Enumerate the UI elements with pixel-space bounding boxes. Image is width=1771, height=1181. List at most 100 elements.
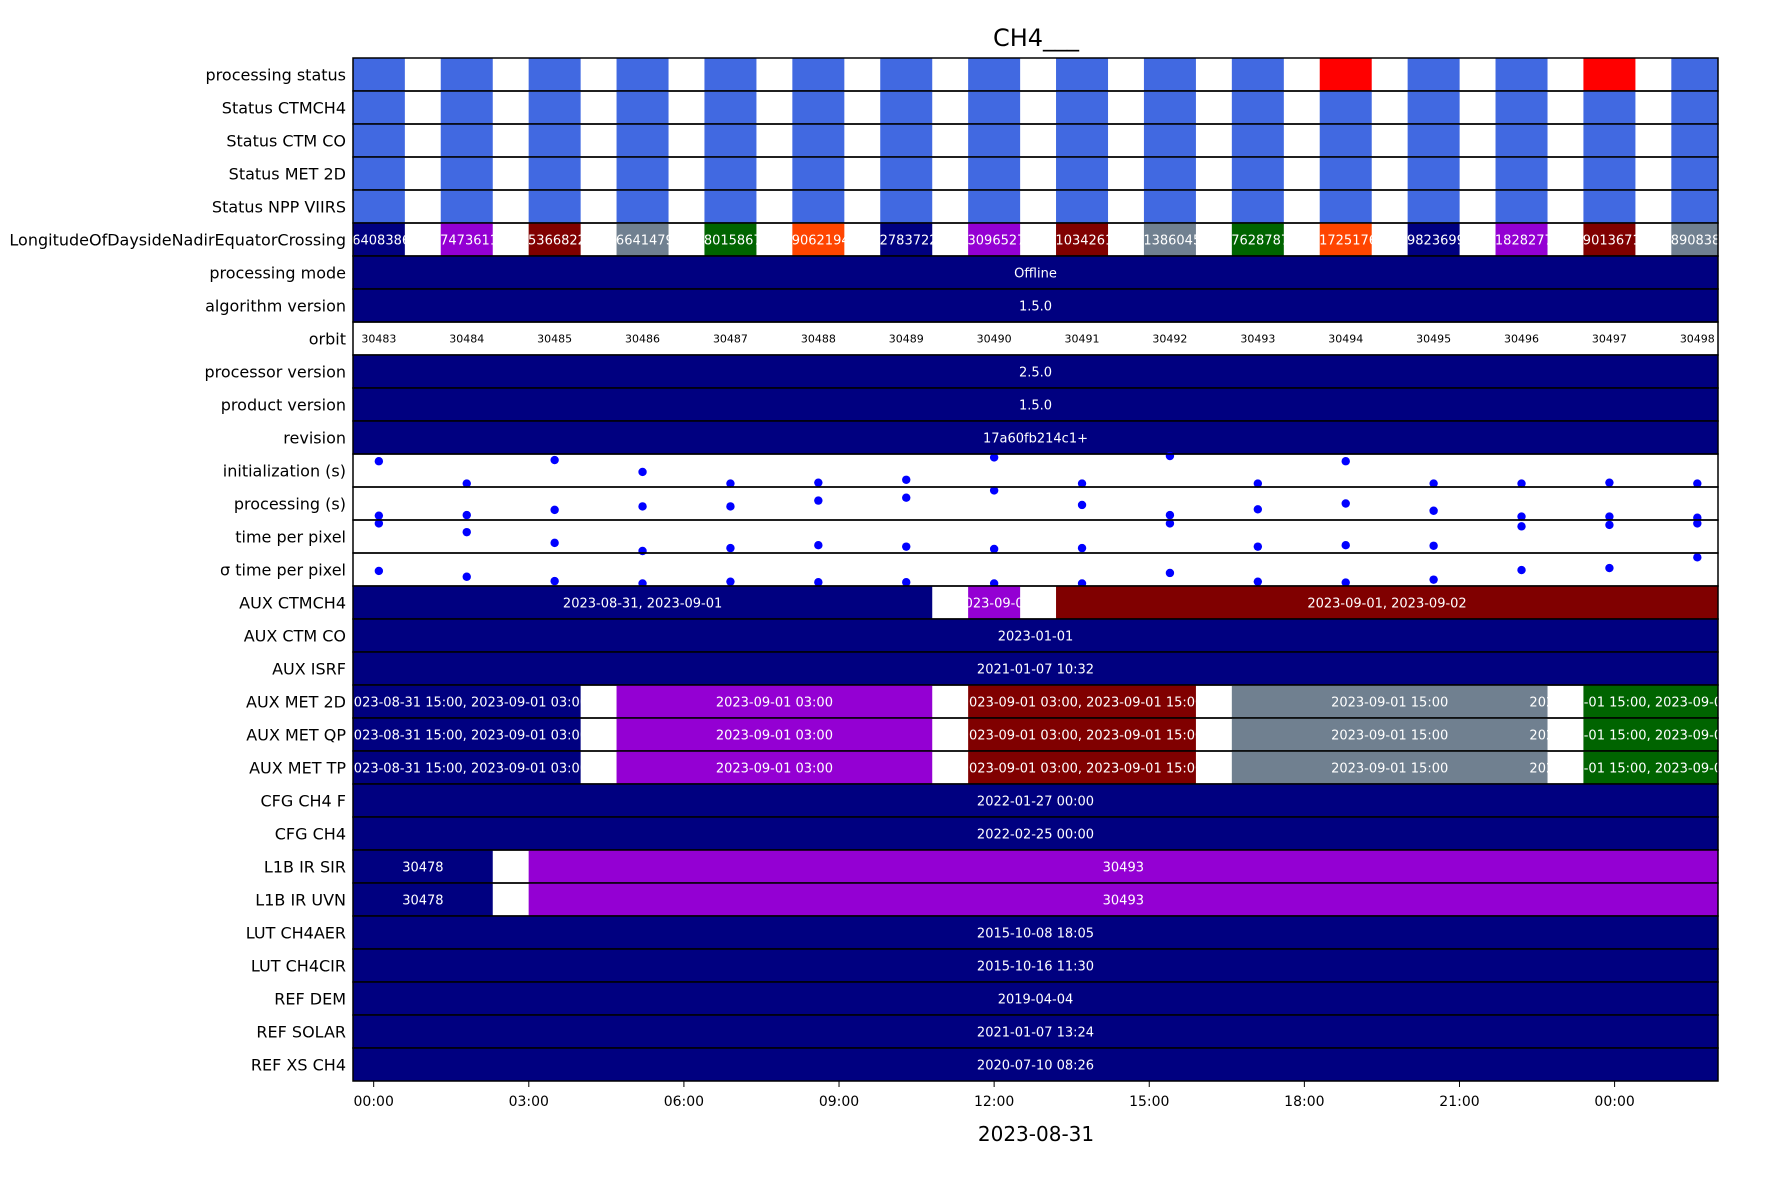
scatter-point (814, 541, 823, 550)
row-label: AUX MET 2D (246, 693, 346, 712)
row-status-met-2d: Status MET 2D (229, 156, 1719, 191)
span-value: 2021-01-07 13:24 (977, 1026, 1094, 1041)
span-value: 1.5.0 (1019, 399, 1052, 414)
orbit-number: 30490 (977, 333, 1012, 346)
row-initialization-s-: initialization (s) (223, 451, 1719, 488)
longitude-value: -1034261 (1051, 234, 1114, 249)
span-cell (968, 718, 1196, 751)
row-cfg-ch4-f: CFG CH4 F 2022-01-27 00:00 (260, 783, 1719, 818)
scatter-point (989, 486, 999, 495)
orbit-number: 30494 (1328, 333, 1363, 346)
status-cell (440, 91, 493, 124)
row-processing-status: processing status (206, 57, 1719, 92)
status-cell (1583, 91, 1636, 124)
span-cell (528, 883, 1718, 916)
scatter-point (1693, 553, 1702, 562)
row-border (352, 1047, 1719, 1082)
scatter-point (1605, 512, 1614, 521)
row-label: Status CTM CO (226, 132, 346, 151)
scatter-point (902, 578, 911, 587)
orbit-number: 30489 (889, 333, 924, 346)
longitude-value: -7473611 (435, 234, 498, 249)
status-cell (968, 58, 1021, 91)
scatter-point (1253, 577, 1263, 586)
status-cell (792, 91, 845, 124)
span-cell (353, 817, 1718, 850)
scatter-point (814, 578, 823, 587)
scatter-point (462, 572, 471, 581)
status-cell (1671, 223, 1718, 256)
scatter-point (1605, 563, 1614, 573)
row-cells (374, 486, 1702, 522)
scatter-point (374, 519, 384, 528)
status-cell (1671, 58, 1718, 91)
status-cell (1056, 223, 1109, 256)
scatter-point (726, 502, 735, 511)
longitude-value: -9823699 (1402, 234, 1465, 249)
span-value: 2.5.0 (1019, 366, 1052, 381)
span-value: 2023-08-31, 2023-09-01 (563, 597, 722, 612)
span-cell (1231, 718, 1548, 751)
span-cell (1583, 685, 1718, 718)
scatter-point (1605, 478, 1614, 487)
row-lut-ch4cir: LUT CH4CIR 2015-10-16 11:30 (251, 948, 1719, 983)
span-value: 1.5.0 (1019, 300, 1052, 315)
scatter-point (1165, 451, 1175, 461)
row-cells: 1.5.0 (353, 289, 1718, 322)
span-value: 2020-07-10 08:26 (977, 1059, 1094, 1074)
row-cells (353, 124, 1718, 157)
row-label: CFG CH4 F (260, 792, 346, 811)
longitude-value: -7628787 (1227, 234, 1290, 249)
status-cell (440, 58, 493, 91)
status-cell (880, 190, 933, 223)
row-lut-ch4aer: LUT CH4AER 2015-10-08 18:05 (246, 915, 1719, 950)
span-value: 17a60fb214c1+ (983, 432, 1088, 447)
row-ref-dem: REF DEM 2019-04-04 (274, 981, 1719, 1016)
span-cell (353, 850, 493, 883)
scatter-point (1341, 457, 1350, 466)
status-cell (440, 190, 493, 223)
status-cell (1231, 91, 1284, 124)
status-cell (1319, 190, 1372, 223)
row-label: time per pixel (235, 528, 346, 547)
row-status-npp-viirs: Status NPP VIIRS (212, 189, 1719, 224)
row-label: AUX CTMCH4 (239, 594, 346, 613)
row-aux-met-qp: AUX MET QP 2023-08-31 15:00, 2023-09-01 0… (246, 717, 1771, 752)
status-cell (1056, 157, 1109, 190)
row-label: L1B IR UVN (255, 891, 346, 910)
row-label: revision (283, 429, 346, 448)
status-cell (1056, 58, 1109, 91)
row-orbit: orbit 30483 30484 30485 30486 30487 30488 30489… (309, 321, 1719, 356)
row-label: initialization (s) (223, 462, 346, 481)
row-cells (374, 451, 1702, 488)
span-cell (353, 1015, 1718, 1048)
span-value: 30478 (402, 894, 443, 909)
scatter-point (638, 546, 647, 556)
span-value: 30493 (1103, 861, 1144, 876)
row-cells: Offline (353, 256, 1718, 289)
status-cell (968, 157, 1021, 190)
rows-layer: processing status Status CTMCH4 Status CTM… (9, 57, 1771, 1082)
row-aux-ctmch4: AUX CTMCH4 2023-08-31, 2023-09-01 2023-09-… (239, 585, 1719, 620)
scatter-point (374, 457, 384, 466)
span-cell (968, 685, 1196, 718)
status-cell (792, 223, 845, 256)
status-cell (1583, 190, 1636, 223)
x-tick-label: 18:00 (1284, 1094, 1324, 1110)
row-cells: 2020-07-10 08:26 (353, 1048, 1718, 1081)
orbit-number: 30483 (361, 333, 396, 346)
span-cell (353, 355, 1718, 388)
scatter-point (462, 479, 471, 488)
row-label: REF XS CH4 (251, 1056, 346, 1075)
span-cell (353, 685, 581, 718)
status-cell (1056, 190, 1109, 223)
span-value: 2023-09-01 15:00, 2023-09-02 03:00 (1529, 729, 1771, 744)
status-cell (704, 223, 757, 256)
status-cell (704, 91, 757, 124)
orbit-number: 30498 (1680, 333, 1715, 346)
status-cell (528, 91, 581, 124)
status-cell (1056, 91, 1109, 124)
status-cell (1319, 223, 1372, 256)
row-l1b-ir-uvn: L1B IR UVN 30478 30493 (255, 882, 1719, 917)
row-label: L1B IR SIR (264, 858, 346, 877)
